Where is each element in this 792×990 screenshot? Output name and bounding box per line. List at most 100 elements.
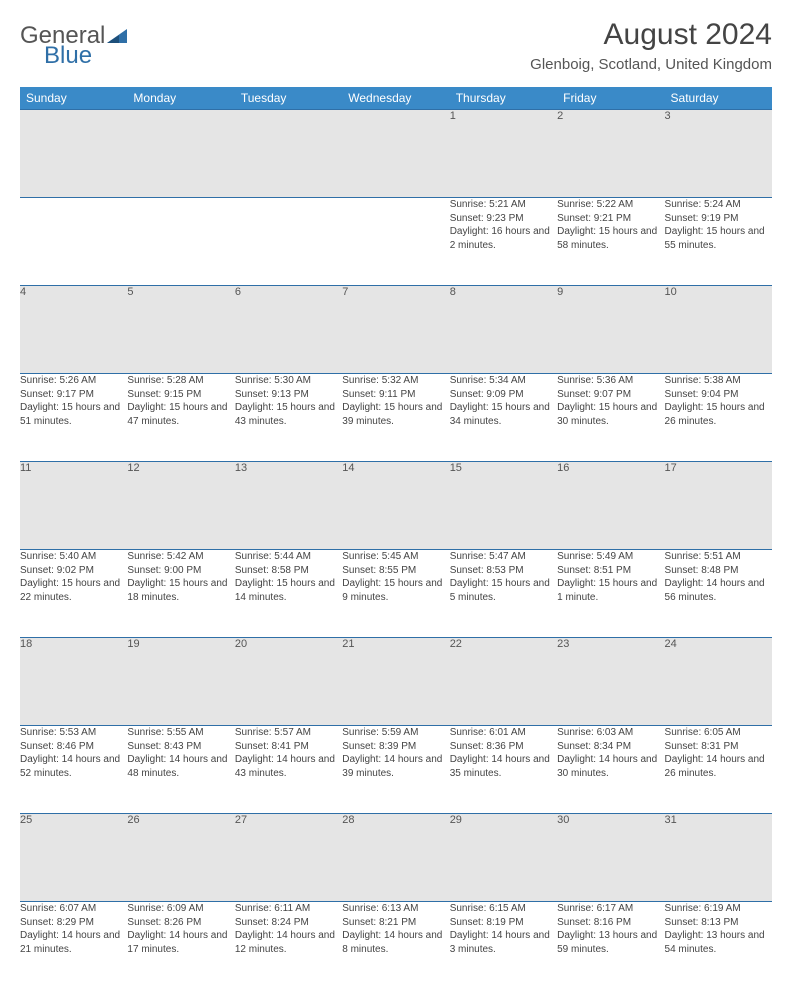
sunset-text: Sunset: 8:34 PM xyxy=(557,740,664,754)
day-number-cell: 27 xyxy=(235,814,342,902)
week-daynum-row: 18192021222324 xyxy=(20,638,772,726)
sunset-text: Sunset: 8:19 PM xyxy=(450,916,557,930)
day-number: 7 xyxy=(342,286,348,298)
daylight-text: Daylight: 14 hours and 3 minutes. xyxy=(450,929,557,956)
day-number-cell: 29 xyxy=(450,814,557,902)
daylight-text: Daylight: 13 hours and 59 minutes. xyxy=(557,929,664,956)
day-number-cell xyxy=(20,110,127,198)
day-detail-cell: Sunrise: 5:34 AMSunset: 9:09 PMDaylight:… xyxy=(450,374,557,462)
day-number: 12 xyxy=(127,462,139,474)
sunrise-text: Sunrise: 5:49 AM xyxy=(557,550,664,564)
sunset-text: Sunset: 9:00 PM xyxy=(127,564,234,578)
daylight-text: Daylight: 15 hours and 55 minutes. xyxy=(665,225,772,252)
daylight-text: Daylight: 15 hours and 22 minutes. xyxy=(20,577,127,604)
day-number-cell: 24 xyxy=(665,638,772,726)
sunset-text: Sunset: 9:04 PM xyxy=(665,388,772,402)
day-number: 9 xyxy=(557,286,563,298)
sunset-text: Sunset: 8:26 PM xyxy=(127,916,234,930)
day-detail-cell: Sunrise: 5:59 AMSunset: 8:39 PMDaylight:… xyxy=(342,726,449,814)
day-number-cell: 5 xyxy=(127,286,234,374)
day-number-cell: 12 xyxy=(127,462,234,550)
day-detail-cell: Sunrise: 5:51 AMSunset: 8:48 PMDaylight:… xyxy=(665,550,772,638)
day-number: 20 xyxy=(235,638,247,650)
daylight-text: Daylight: 15 hours and 18 minutes. xyxy=(127,577,234,604)
daylight-text: Daylight: 14 hours and 56 minutes. xyxy=(665,577,772,604)
sunset-text: Sunset: 9:11 PM xyxy=(342,388,449,402)
sunrise-text: Sunrise: 6:09 AM xyxy=(127,902,234,916)
header: General Blue August 2024 Glenboig, Scotl… xyxy=(20,18,772,73)
day-number: 23 xyxy=(557,638,569,650)
day-detail-cell: Sunrise: 5:55 AMSunset: 8:43 PMDaylight:… xyxy=(127,726,234,814)
day-number: 17 xyxy=(665,462,677,474)
sunrise-text: Sunrise: 5:36 AM xyxy=(557,374,664,388)
location-text: Glenboig, Scotland, United Kingdom xyxy=(530,56,772,73)
daylight-text: Daylight: 15 hours and 39 minutes. xyxy=(342,401,449,428)
day-detail-cell: Sunrise: 6:01 AMSunset: 8:36 PMDaylight:… xyxy=(450,726,557,814)
day-number-cell: 17 xyxy=(665,462,772,550)
day-number: 30 xyxy=(557,814,569,826)
day-number: 18 xyxy=(20,638,32,650)
sunset-text: Sunset: 9:23 PM xyxy=(450,212,557,226)
sunset-text: Sunset: 8:16 PM xyxy=(557,916,664,930)
day-detail-cell: Sunrise: 5:45 AMSunset: 8:55 PMDaylight:… xyxy=(342,550,449,638)
sunrise-text: Sunrise: 6:13 AM xyxy=(342,902,449,916)
sunrise-text: Sunrise: 5:26 AM xyxy=(20,374,127,388)
day-number-cell: 22 xyxy=(450,638,557,726)
day-number-cell: 14 xyxy=(342,462,449,550)
sunrise-text: Sunrise: 6:17 AM xyxy=(557,902,664,916)
daylight-text: Daylight: 15 hours and 47 minutes. xyxy=(127,401,234,428)
day-number-cell: 18 xyxy=(20,638,127,726)
day-detail-cell: Sunrise: 6:17 AMSunset: 8:16 PMDaylight:… xyxy=(557,902,664,990)
sunset-text: Sunset: 9:15 PM xyxy=(127,388,234,402)
sunset-text: Sunset: 8:43 PM xyxy=(127,740,234,754)
daylight-text: Daylight: 15 hours and 43 minutes. xyxy=(235,401,342,428)
sunrise-text: Sunrise: 5:42 AM xyxy=(127,550,234,564)
day-detail-cell: Sunrise: 6:19 AMSunset: 8:13 PMDaylight:… xyxy=(665,902,772,990)
day-number-cell: 8 xyxy=(450,286,557,374)
daylight-text: Daylight: 14 hours and 52 minutes. xyxy=(20,753,127,780)
sunrise-text: Sunrise: 5:34 AM xyxy=(450,374,557,388)
day-number: 3 xyxy=(665,110,671,122)
day-number: 5 xyxy=(127,286,133,298)
daylight-text: Daylight: 16 hours and 2 minutes. xyxy=(450,225,557,252)
day-header-row: Sunday Monday Tuesday Wednesday Thursday… xyxy=(20,87,772,110)
day-detail-cell: Sunrise: 5:38 AMSunset: 9:04 PMDaylight:… xyxy=(665,374,772,462)
daylight-text: Daylight: 14 hours and 17 minutes. xyxy=(127,929,234,956)
sunrise-text: Sunrise: 6:19 AM xyxy=(665,902,772,916)
daylight-text: Daylight: 15 hours and 5 minutes. xyxy=(450,577,557,604)
daylight-text: Daylight: 14 hours and 26 minutes. xyxy=(665,753,772,780)
day-detail-cell: Sunrise: 5:30 AMSunset: 9:13 PMDaylight:… xyxy=(235,374,342,462)
sunset-text: Sunset: 9:07 PM xyxy=(557,388,664,402)
day-number-cell: 30 xyxy=(557,814,664,902)
daylight-text: Daylight: 15 hours and 51 minutes. xyxy=(20,401,127,428)
day-number: 6 xyxy=(235,286,241,298)
sunset-text: Sunset: 9:02 PM xyxy=(20,564,127,578)
day-detail-cell: Sunrise: 6:15 AMSunset: 8:19 PMDaylight:… xyxy=(450,902,557,990)
day-number-cell: 19 xyxy=(127,638,234,726)
sunrise-text: Sunrise: 5:32 AM xyxy=(342,374,449,388)
day-detail-cell: Sunrise: 5:57 AMSunset: 8:41 PMDaylight:… xyxy=(235,726,342,814)
sunrise-text: Sunrise: 5:22 AM xyxy=(557,198,664,212)
sunrise-text: Sunrise: 6:15 AM xyxy=(450,902,557,916)
logo: General Blue xyxy=(20,18,127,68)
sunrise-text: Sunrise: 5:30 AM xyxy=(235,374,342,388)
title-block: August 2024 Glenboig, Scotland, United K… xyxy=(530,18,772,73)
sunrise-text: Sunrise: 5:47 AM xyxy=(450,550,557,564)
daylight-text: Daylight: 15 hours and 26 minutes. xyxy=(665,401,772,428)
day-number-cell: 3 xyxy=(665,110,772,198)
day-header: Tuesday xyxy=(235,87,342,110)
sunset-text: Sunset: 8:46 PM xyxy=(20,740,127,754)
day-header: Friday xyxy=(557,87,664,110)
day-number: 16 xyxy=(557,462,569,474)
day-number: 27 xyxy=(235,814,247,826)
daylight-text: Daylight: 14 hours and 12 minutes. xyxy=(235,929,342,956)
day-detail-cell: Sunrise: 5:53 AMSunset: 8:46 PMDaylight:… xyxy=(20,726,127,814)
sunset-text: Sunset: 9:17 PM xyxy=(20,388,127,402)
day-number-cell: 1 xyxy=(450,110,557,198)
sunset-text: Sunset: 8:24 PM xyxy=(235,916,342,930)
day-detail-cell: Sunrise: 5:40 AMSunset: 9:02 PMDaylight:… xyxy=(20,550,127,638)
sunrise-text: Sunrise: 6:07 AM xyxy=(20,902,127,916)
sunset-text: Sunset: 9:09 PM xyxy=(450,388,557,402)
sunset-text: Sunset: 8:51 PM xyxy=(557,564,664,578)
logo-triangle-icon xyxy=(107,22,127,49)
